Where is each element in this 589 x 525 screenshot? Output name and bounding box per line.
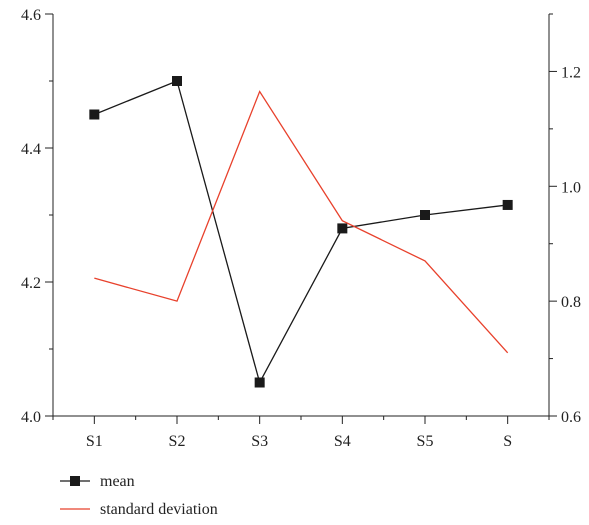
data-point-mean xyxy=(337,223,348,234)
axes: 4.0 4.2 4.4 4.6 0.6 0.8 1.0 1.2 S1 S2 S3 S4 S5 S xyxy=(21,7,581,450)
data-point-mean xyxy=(254,377,265,388)
legend-marker-mean xyxy=(70,476,80,486)
x-tick-label: S3 xyxy=(251,433,268,450)
left-y-tick-label: 4.6 xyxy=(21,7,41,24)
legend-label-mean: mean xyxy=(100,473,135,490)
series-line-mean xyxy=(94,80,508,385)
left-y-tick-label: 4.4 xyxy=(21,141,41,158)
data-point-mean xyxy=(172,76,182,86)
data-point-mean xyxy=(502,199,513,210)
right-y-tick-label: 1.0 xyxy=(561,179,581,196)
legend-label-standard-deviation: standard deviation xyxy=(100,501,218,518)
right-y-tick-label: 0.6 xyxy=(561,409,581,426)
left-y-tick-label: 4.0 xyxy=(21,409,41,426)
x-tick-label: S2 xyxy=(169,433,186,450)
x-tick-label: S4 xyxy=(334,433,351,450)
series-line-standard-deviation xyxy=(94,90,509,354)
x-tick-label: S1 xyxy=(86,433,103,450)
legend: mean standard deviation xyxy=(60,473,218,518)
data-point-mean xyxy=(89,109,100,120)
right-y-tick-label: 1.2 xyxy=(561,64,581,81)
x-tick-label: S xyxy=(503,433,512,450)
right-y-tick-label: 0.8 xyxy=(561,294,581,311)
left-y-tick-label: 4.2 xyxy=(21,275,41,292)
series-layer xyxy=(89,76,513,388)
data-point-mean xyxy=(420,210,430,220)
x-tick-label: S5 xyxy=(417,433,434,450)
